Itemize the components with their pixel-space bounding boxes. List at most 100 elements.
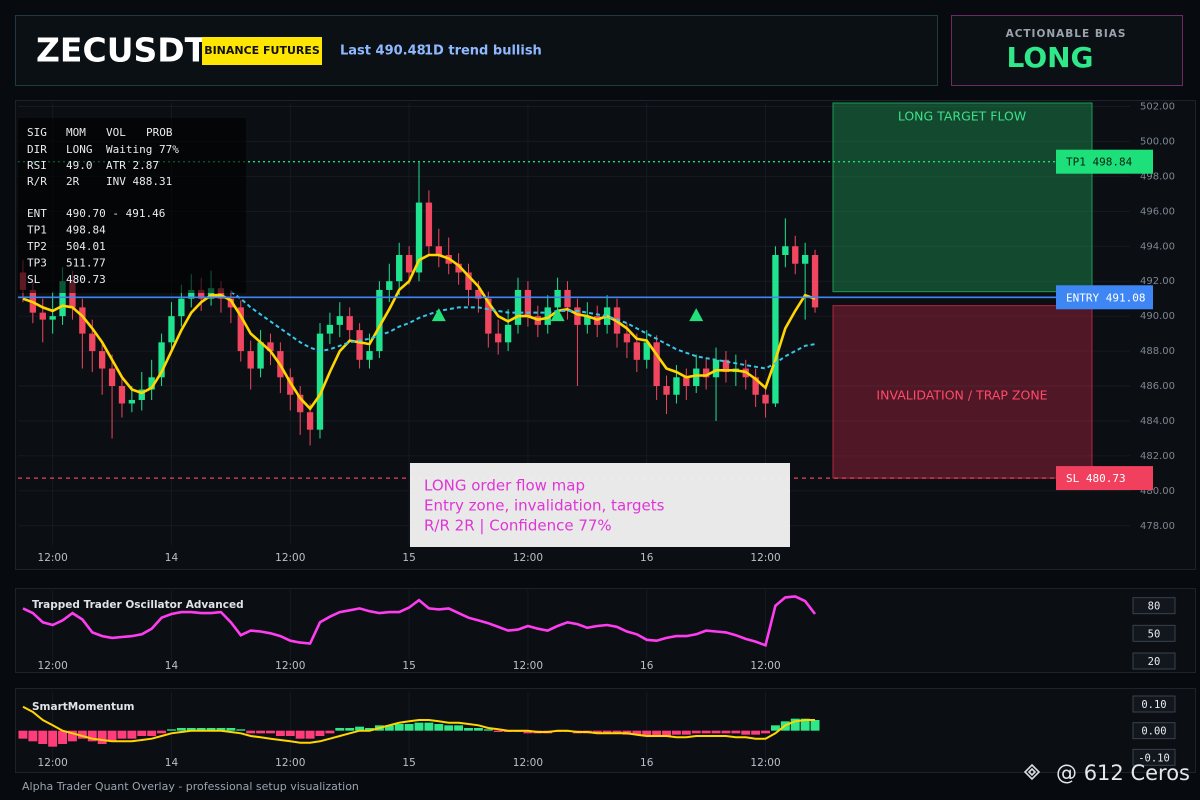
candle-body xyxy=(207,288,215,299)
candle-body xyxy=(336,316,343,325)
y-tick-label: 0.10 xyxy=(1141,699,1166,711)
panel-title: Trapped Trader Oscillator Advanced xyxy=(32,599,244,611)
x-tick-label: 16 xyxy=(640,660,654,672)
candle-body xyxy=(49,316,56,320)
candle-body xyxy=(148,377,155,390)
level-tag-text: SL 480.73 xyxy=(1066,472,1126,485)
candle-body xyxy=(267,342,274,352)
footer: Alpha Trader Quant Overlay - professiona… xyxy=(22,780,359,793)
y-tick-label: 490.00 xyxy=(1140,311,1175,322)
y-tick-box xyxy=(1132,624,1176,642)
info-level: 498.84 xyxy=(66,224,106,237)
watermark: @ 612 Ceros xyxy=(1056,761,1190,785)
momentum-bar xyxy=(38,730,48,744)
momentum-bar xyxy=(176,728,186,731)
level-tag xyxy=(1056,466,1153,491)
candle-body xyxy=(524,289,532,317)
momentum-bar xyxy=(523,730,533,734)
candle-body xyxy=(138,389,145,400)
y-tick-box xyxy=(1132,695,1176,713)
candle-body xyxy=(762,394,769,404)
info-level: TP1 xyxy=(27,224,47,237)
candle-body xyxy=(633,342,640,360)
y-tick-box xyxy=(1132,722,1176,740)
candle-body xyxy=(415,202,423,273)
candle-body xyxy=(435,246,442,255)
x-tick-label: 12:00 xyxy=(750,552,780,564)
candle-body xyxy=(544,307,551,325)
momentum-bar xyxy=(681,730,691,735)
x-tick-label: 12:00 xyxy=(750,757,780,769)
y-tick-label: 20 xyxy=(1148,656,1161,668)
momentum-bar xyxy=(68,730,77,742)
momentum-bar xyxy=(424,722,434,731)
last-price: Last 490.48 xyxy=(340,44,426,59)
momentum-bar xyxy=(652,730,662,736)
exchange: BINANCE FUTURES xyxy=(204,44,320,57)
candle-body xyxy=(584,316,591,325)
info-level: 504.01 xyxy=(66,240,106,253)
momentum-bar xyxy=(404,724,414,731)
candle-body xyxy=(425,202,433,247)
momentum-bar xyxy=(315,730,325,736)
bias-box xyxy=(951,15,1183,86)
candle-body xyxy=(653,342,660,387)
info-header: SIG xyxy=(27,126,47,139)
info-level: 480.73 xyxy=(66,273,106,286)
momentum-bar xyxy=(325,730,335,734)
momentum-bar xyxy=(721,730,731,734)
momentum-bar xyxy=(741,730,751,735)
momentum-bar xyxy=(632,730,642,735)
candle-body xyxy=(89,333,96,352)
candle-body xyxy=(564,289,571,308)
y-tick-label: 480.00 xyxy=(1140,486,1175,497)
momentum-bar xyxy=(18,730,28,739)
momentum-bar xyxy=(800,718,810,731)
zone-layer xyxy=(832,102,1093,479)
momentum-bar xyxy=(28,730,38,742)
candle-body xyxy=(188,289,195,299)
level-tag xyxy=(1056,285,1153,310)
info-level: TP3 xyxy=(27,257,47,270)
momentum-bar xyxy=(137,730,147,736)
momentum-bar xyxy=(790,718,800,731)
candle-body xyxy=(801,254,809,264)
level-value: 498.84 xyxy=(1093,156,1133,169)
annotation-line: Entry zone, invalidation, targets xyxy=(424,497,665,515)
candle-body xyxy=(227,298,235,308)
x-tick-label: 16 xyxy=(640,552,654,564)
info-header: PROB xyxy=(146,126,173,139)
candle-body xyxy=(178,298,185,317)
candle-body xyxy=(663,386,670,395)
info-cell: LONG xyxy=(66,143,93,156)
candle-body xyxy=(316,333,324,430)
x-tick-label: 14 xyxy=(165,757,179,769)
candle-body xyxy=(465,272,472,290)
level-value: 480.73 xyxy=(1086,472,1126,485)
x-tick-label: 14 xyxy=(165,660,179,672)
level-tag xyxy=(1056,149,1153,174)
momentum-bar xyxy=(226,728,236,731)
momentum-line xyxy=(22,705,815,744)
momentum-bar xyxy=(295,730,305,739)
info-panel xyxy=(18,118,246,293)
text-layer: SIG MOM VOL PROB DIR LONG Waiting 77% RSI 49.0 AT… xyxy=(27,101,1176,769)
candle-body xyxy=(306,412,314,430)
momentum-bar xyxy=(464,728,473,731)
momentum-bar xyxy=(246,730,256,734)
candle-body xyxy=(405,254,413,273)
candle-body xyxy=(356,330,363,360)
momentum-bar xyxy=(751,730,761,735)
candle-body xyxy=(485,298,492,334)
candle-body xyxy=(69,281,76,308)
info-level: 511.77 xyxy=(66,257,106,270)
momentum-bar xyxy=(602,730,612,734)
y-tick-label: 478.00 xyxy=(1140,521,1175,532)
momentum-bar xyxy=(345,728,355,731)
x-tick-label: 16 xyxy=(640,757,654,769)
y-tick-label: 494.00 xyxy=(1140,241,1175,252)
candle-body xyxy=(712,359,720,378)
y-tick-label: 486.00 xyxy=(1140,381,1175,392)
info-header: VOL xyxy=(106,126,126,139)
momentum-bar xyxy=(147,730,157,736)
